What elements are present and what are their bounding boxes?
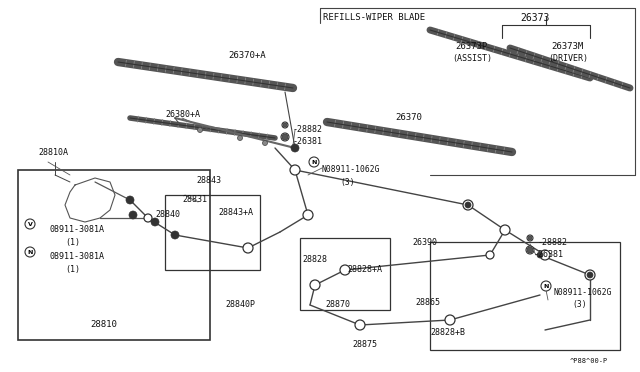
Ellipse shape [445,315,455,325]
Text: 28810: 28810 [90,320,117,329]
Ellipse shape [541,281,551,291]
Text: N: N [311,160,317,164]
Text: (3): (3) [340,178,355,187]
Ellipse shape [25,247,35,257]
Text: 28828: 28828 [302,255,327,264]
Ellipse shape [310,280,320,290]
Bar [300,238,390,310]
Text: 28843: 28843 [196,176,221,185]
Text: -26381: -26381 [534,250,564,259]
Text: 28828+B: 28828+B [430,328,465,337]
Ellipse shape [151,218,159,226]
Ellipse shape [282,122,288,128]
Ellipse shape [527,235,533,241]
Text: 26373M: 26373M [551,42,583,51]
Ellipse shape [465,202,471,208]
Text: (ASSIST): (ASSIST) [452,54,492,63]
Bar [430,242,620,350]
Text: 26390: 26390 [412,238,437,247]
Ellipse shape [25,219,35,229]
Text: 28840P: 28840P [225,300,255,309]
Ellipse shape [262,141,268,145]
Ellipse shape [587,272,593,278]
Ellipse shape [585,270,595,280]
Ellipse shape [500,225,510,235]
Bar [165,195,260,270]
Ellipse shape [528,236,532,240]
Text: 28810A: 28810A [38,148,68,157]
Text: N08911-1062G: N08911-1062G [322,165,381,174]
Text: 26380+A: 26380+A [165,110,200,119]
Text: (1): (1) [65,238,80,247]
Text: V: V [28,221,33,227]
Text: N: N [28,250,33,254]
Bar [18,170,210,340]
Ellipse shape [243,243,253,253]
Text: 28865: 28865 [415,298,440,307]
Ellipse shape [355,320,365,330]
Ellipse shape [171,231,179,239]
Text: 28831: 28831 [182,195,207,204]
Ellipse shape [303,210,313,220]
Text: ^P88^00-P: ^P88^00-P [570,358,608,364]
Ellipse shape [527,247,533,253]
Ellipse shape [126,196,134,204]
Text: 28840: 28840 [155,210,180,219]
Ellipse shape [486,251,494,259]
Ellipse shape [144,214,152,222]
Text: 26373P: 26373P [455,42,487,51]
Text: (1): (1) [65,265,80,274]
Text: (3): (3) [572,300,587,309]
Text: -28882: -28882 [293,125,323,134]
Ellipse shape [283,123,287,127]
Text: 26373: 26373 [520,13,549,23]
Text: 08911-3081A: 08911-3081A [50,225,105,234]
Ellipse shape [198,128,202,132]
Ellipse shape [537,252,543,258]
Ellipse shape [129,211,137,219]
Ellipse shape [463,200,473,210]
Ellipse shape [281,133,289,141]
Text: 26370: 26370 [395,113,422,122]
Ellipse shape [290,165,300,175]
Text: 28875: 28875 [352,340,377,349]
Ellipse shape [291,144,299,152]
Text: 08911-3081A: 08911-3081A [50,252,105,261]
Text: -28882: -28882 [538,238,568,247]
Text: N: N [543,283,548,289]
Ellipse shape [526,246,534,254]
Text: (DRIVER): (DRIVER) [548,54,588,63]
Ellipse shape [282,134,288,140]
Text: N08911-1062G: N08911-1062G [554,288,612,297]
Ellipse shape [309,157,319,167]
Text: 28843+A: 28843+A [218,208,253,217]
Text: 28828+A: 28828+A [347,265,382,274]
Text: 28870: 28870 [325,300,350,309]
Ellipse shape [540,250,550,260]
Ellipse shape [237,135,243,141]
Text: -26381: -26381 [293,137,323,146]
Ellipse shape [340,265,350,275]
Text: 26370+A: 26370+A [228,51,266,60]
Text: REFILLS-WIPER BLADE: REFILLS-WIPER BLADE [323,13,425,22]
